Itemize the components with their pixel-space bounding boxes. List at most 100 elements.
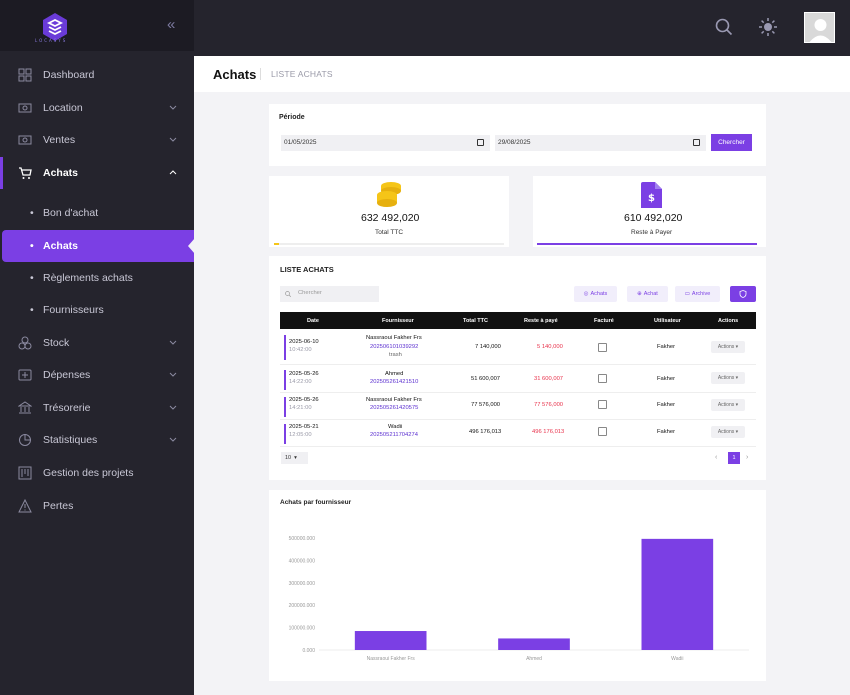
sidebar-item-depenses[interactable]: Dépenses [0,359,194,391]
row-user: Fakher [657,429,676,435]
sidebar-item-statistiques[interactable]: Statistiques [0,424,194,456]
sidebar-item-label: Pertes [43,500,74,512]
theme-toggle-icon[interactable] [758,17,778,37]
row-user: Fakher [657,402,676,408]
table-row[interactable] [280,420,756,447]
row-actions-label: Actions [717,375,735,381]
sidebar-item-tresorerie[interactable]: Trésorerie [0,392,194,424]
chart-bar[interactable] [641,538,714,650]
row-ref-link[interactable]: 202505261421510 [370,379,419,385]
end-date-input[interactable]: 29/08/2025 [495,135,706,151]
sidebar-item-ventes[interactable]: Ventes [0,124,194,156]
calendar-icon[interactable] [693,139,700,146]
sidebar-item-projets[interactable]: Gestion des projets [0,457,194,489]
sidebar-item-label: Trésorerie [43,402,91,414]
list-search-input[interactable]: Chercher [280,286,379,302]
row-date: 2025-06-10 [289,339,319,345]
row-ref-link[interactable]: 202505261420575 [370,405,419,411]
svg-text:$: $ [648,193,655,204]
y-tick-label: 500000.000 [289,536,316,542]
logo-icon [43,13,67,41]
col-facture: Facturé [594,318,614,324]
bar-chart: 500000.000 400000.000 300000.000 200000.000… [289,536,749,662]
col-utilisateur: Utilisateur [654,318,681,324]
row-ref-link[interactable]: 202505211704274 [370,432,418,438]
collapse-sidebar-icon[interactable]: « [167,16,176,33]
facture-checkbox[interactable] [598,400,607,409]
next-page-icon[interactable]: › [746,454,749,461]
row-rest: 496 176,013 [532,429,565,435]
remaining-label: Reste à Payer [631,229,673,236]
coins-icon [377,182,401,207]
search-button[interactable]: Chercher [711,134,752,151]
sidebar-subitem-reglements[interactable]: • Règlements achats [30,272,133,284]
row-time: 12:05:00 [289,432,312,438]
facture-checkbox[interactable] [598,343,607,352]
row-date: 2025-05-26 [289,371,319,377]
prev-page-icon[interactable]: ‹ [715,454,718,461]
x-tick-label: Ahmed [526,656,542,662]
row-actions-button[interactable]: Actions ▾ [711,426,745,438]
row-actions-button[interactable]: Actions ▾ [711,372,745,384]
add-achat-label: Achat [643,291,658,297]
y-tick-label: 400000.000 [289,558,316,564]
sidebar-item-label: Gestion des projets [43,467,134,479]
search-icon[interactable] [715,18,733,36]
sidebar-item-pertes[interactable]: Pertes [0,490,194,522]
row-total: 51 600,007 [471,376,501,382]
table-row[interactable] [280,366,756,393]
remaining-progress [537,243,757,245]
add-achat-button[interactable]: ⊕ Achat [627,286,668,302]
col-date: Date [307,318,319,324]
avatar[interactable] [804,12,835,43]
filter-shield-button[interactable] [730,286,756,302]
row-date: 2025-05-21 [289,424,319,430]
row-ref-link[interactable]: 202506101039292 [370,344,419,350]
row-actions-button[interactable]: Actions ▾ [711,399,745,411]
start-date-value: 01/05/2025 [284,139,317,146]
sidebar-item-label: Location [43,102,83,114]
sidebar-header: LOCASYS « [0,0,194,51]
page-button-current[interactable]: 1 [728,452,740,464]
row-user: Fakher [657,344,676,350]
calendar-icon[interactable] [477,139,484,146]
sidebar-subitem-bon-achat[interactable]: • Bon d'achat [30,207,99,219]
remaining-progress-fill [537,243,757,245]
invoice-dollar-icon: $ [641,182,662,208]
sidebar-subitem-fournisseurs[interactable]: • Fournisseurs [30,304,104,316]
row-actions-label: Actions [717,402,735,408]
chevron-down-icon [169,137,177,142]
row-actions-button[interactable]: Actions ▾ [711,341,745,353]
page-size-value: 10 [285,455,292,461]
sidebar-item-achats[interactable]: Achats [0,157,194,189]
sidebar-item-label: Dashboard [43,69,95,81]
table-row[interactable] [280,393,756,420]
row-date: 2025-05-26 [289,397,319,403]
archive-icon: ▭ [684,291,690,297]
sidebar-item-label: Statistiques [43,434,98,446]
sidebar-item-location[interactable]: Location [0,92,194,124]
topbar [194,0,850,56]
page-size-select[interactable]: 10 ▾ [281,452,308,464]
archive-button[interactable]: ▭ Archive [675,286,720,302]
table-row[interactable] [280,331,756,365]
chevron-down-icon [169,437,177,442]
expense-icon [18,369,32,381]
row-note: trash [389,352,402,358]
project-icon [18,466,32,480]
brand-name: LOCASYS [35,38,68,43]
chart-bar[interactable] [354,631,427,650]
row-user: Fakher [657,376,676,382]
sidebar-item-stock[interactable]: Stock [0,327,194,359]
chart-bar[interactable] [498,638,570,650]
sidebar-subitem-achats[interactable]: • Achats [2,230,195,262]
row-supplier: Ahmed [385,371,404,377]
grid-icon [18,68,32,82]
facture-checkbox[interactable] [598,374,607,383]
sidebar-item-dashboard[interactable]: Dashboard [0,59,194,91]
start-date-input[interactable]: 01/05/2025 [281,135,490,151]
achats-filter-button[interactable]: ◎ Achats [574,286,617,302]
facture-checkbox[interactable] [598,427,607,436]
sidebar-subitem-label: Règlements achats [43,272,133,284]
row-actions-label: Actions [717,429,735,435]
